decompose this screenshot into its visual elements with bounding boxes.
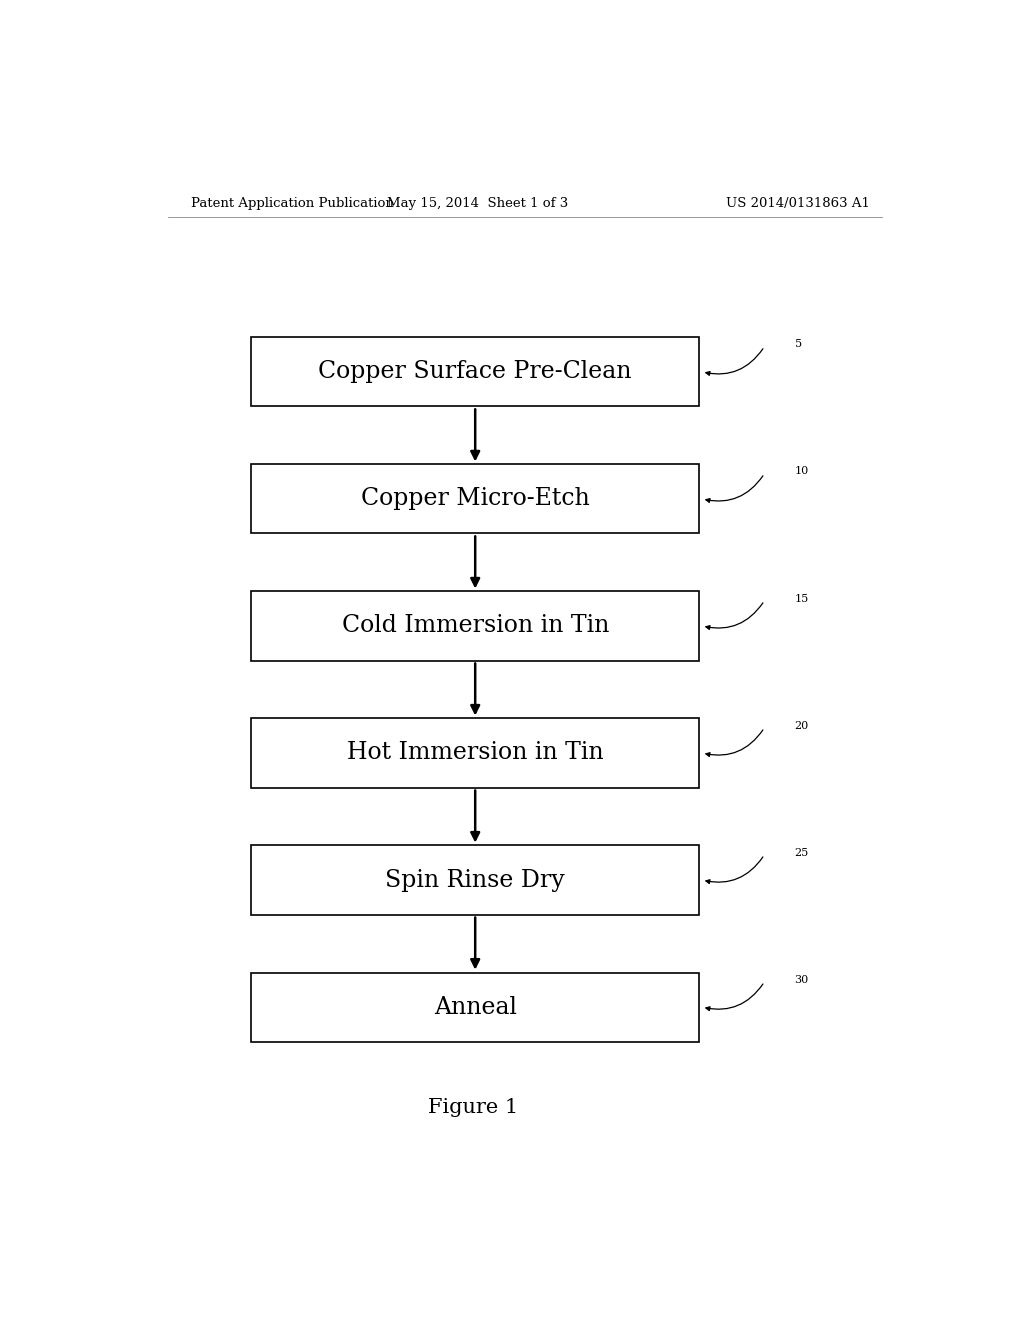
Text: Patent Application Publication: Patent Application Publication (191, 197, 394, 210)
Text: 15: 15 (795, 594, 809, 603)
Text: 25: 25 (795, 847, 809, 858)
Text: Spin Rinse Dry: Spin Rinse Dry (385, 869, 565, 891)
Text: Anneal: Anneal (434, 995, 517, 1019)
Text: US 2014/0131863 A1: US 2014/0131863 A1 (726, 197, 870, 210)
FancyBboxPatch shape (251, 718, 699, 788)
Text: 10: 10 (795, 466, 809, 477)
FancyBboxPatch shape (251, 465, 699, 533)
Text: Copper Micro-Etch: Copper Micro-Etch (360, 487, 590, 511)
Text: 30: 30 (795, 974, 809, 985)
Text: Cold Immersion in Tin: Cold Immersion in Tin (342, 614, 609, 638)
FancyBboxPatch shape (251, 338, 699, 407)
FancyBboxPatch shape (251, 591, 699, 660)
Text: May 15, 2014  Sheet 1 of 3: May 15, 2014 Sheet 1 of 3 (386, 197, 568, 210)
FancyBboxPatch shape (251, 973, 699, 1041)
Text: Hot Immersion in Tin: Hot Immersion in Tin (347, 742, 603, 764)
FancyBboxPatch shape (251, 846, 699, 915)
Text: 5: 5 (795, 339, 802, 350)
Text: Copper Surface Pre-Clean: Copper Surface Pre-Clean (318, 360, 632, 383)
Text: 20: 20 (795, 721, 809, 730)
Text: Figure 1: Figure 1 (428, 1098, 518, 1117)
